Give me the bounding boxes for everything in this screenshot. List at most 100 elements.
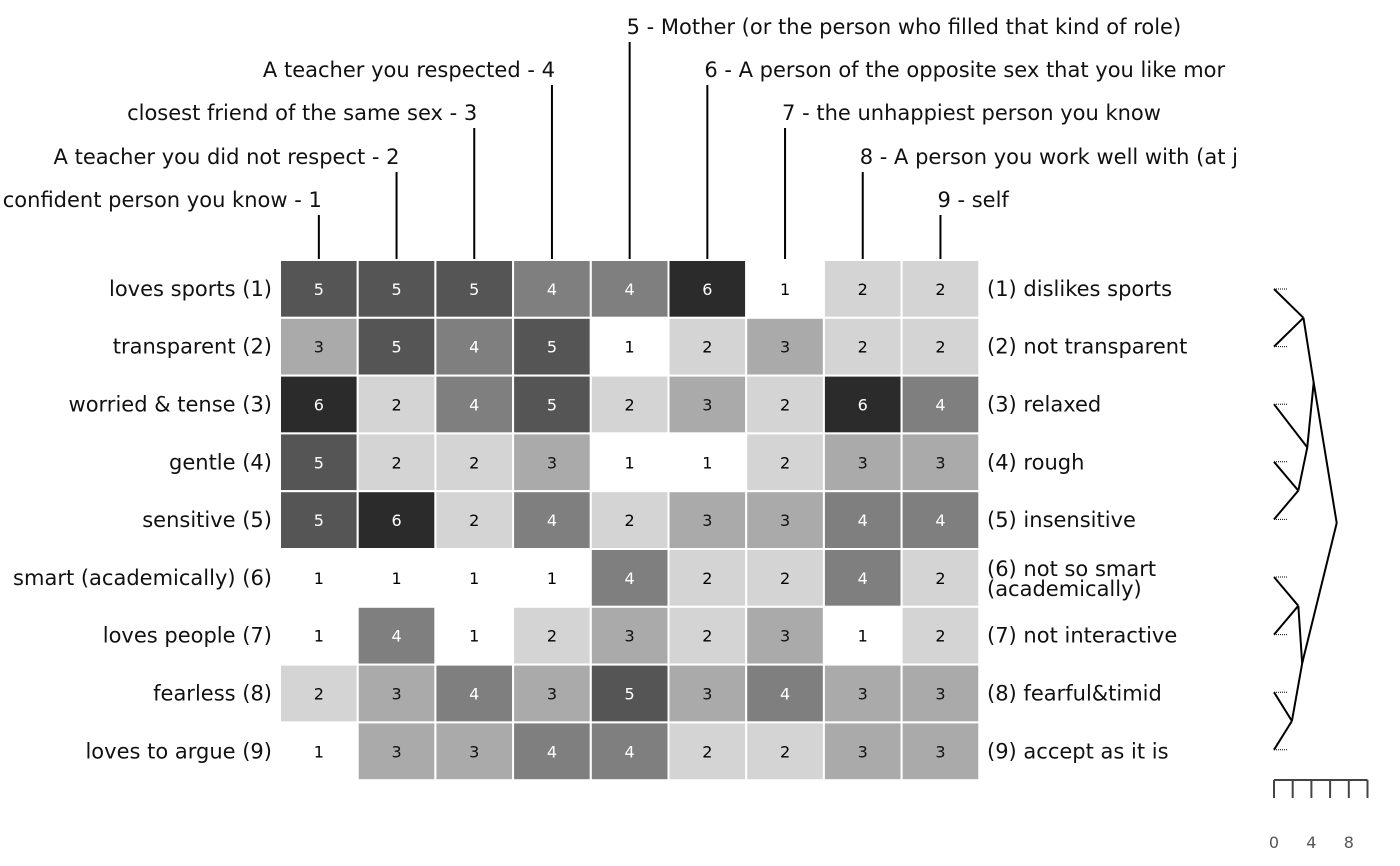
left-pole-label: sensitive (5) [142, 508, 272, 532]
element-label: A teacher you did not respect - 2 [54, 145, 400, 169]
grid-cell [667, 548, 748, 608]
cell-value: 5 [469, 280, 479, 299]
right-pole-labels: (1) dislikes sports (2) not transparent (3… [987, 277, 1187, 763]
cell-value: 4 [547, 280, 557, 299]
element-label: 9 - self [937, 188, 1009, 212]
right-pole-label: (4) rough [987, 450, 1084, 474]
cell-value: 3 [547, 685, 557, 704]
grid-cell [434, 374, 515, 435]
cell-value: 3 [780, 338, 790, 357]
right-pole-label: (5) insensitive [987, 508, 1136, 532]
cell-value: 4 [780, 685, 790, 704]
cell-value: 2 [469, 511, 479, 530]
cell-value: 2 [547, 627, 557, 646]
grid-cell [745, 432, 825, 493]
grid-cell [667, 316, 748, 377]
cell-value: 3 [780, 511, 790, 530]
grid-cell [512, 374, 592, 435]
cell-value: 1 [314, 742, 324, 761]
cell-value: 3 [702, 685, 712, 704]
grid-cell [900, 432, 981, 493]
dendrogram-branch [1301, 522, 1338, 664]
cell-value: 4 [547, 511, 557, 530]
grid-cell [745, 316, 825, 377]
scale-tick-label: 0 [1269, 833, 1279, 852]
element-labels: confident person you know - 1 A teacher y… [3, 15, 1238, 212]
cell-value: 3 [858, 453, 868, 472]
grid-cell [667, 432, 748, 493]
grid-cell [822, 316, 903, 377]
grid-cell [356, 605, 437, 666]
left-pole-label: loves people (7) [103, 624, 272, 648]
grid-cell [434, 721, 515, 782]
cell-value: 5 [625, 685, 635, 704]
cell-value: 5 [391, 280, 401, 299]
left-pole-labels: loves sports (1) transparent (2) worried &… [13, 277, 272, 763]
right-pole-label: (3) relaxed [987, 393, 1101, 417]
cell-value: 3 [391, 685, 401, 704]
left-pole-label: transparent (2) [113, 335, 272, 359]
cell-value: 1 [314, 569, 324, 588]
cell-value: 5 [314, 453, 324, 472]
grid-cell [356, 721, 437, 782]
cell-value: 2 [858, 280, 868, 299]
dendrogram-branch [1273, 403, 1309, 449]
cell-value: 2 [935, 280, 945, 299]
grid-cell [434, 663, 515, 724]
left-pole-label: fearless (8) [153, 682, 272, 706]
cell-value: 1 [469, 569, 479, 588]
cell-value: 1 [625, 453, 635, 472]
grid-cell [900, 374, 981, 435]
dendrogram-branch [1297, 605, 1304, 664]
right-pole-label: (9) accept as it is [987, 739, 1169, 763]
cell-value: 3 [469, 742, 479, 761]
cell-value: 2 [780, 396, 790, 415]
grid-cell [900, 490, 981, 551]
grid-cell [356, 548, 437, 608]
cell-value: 1 [391, 569, 401, 588]
grid-cell [589, 432, 670, 493]
cell-value: 6 [858, 396, 868, 415]
cell-value: 6 [391, 511, 401, 530]
grid-cell [822, 663, 903, 724]
cell-value: 4 [469, 685, 479, 704]
cell-value: 5 [314, 280, 324, 299]
cell-value: 5 [314, 511, 324, 530]
cell-value: 2 [391, 453, 401, 472]
left-pole-label: smart (academically) (6) [13, 566, 272, 590]
grid-cell [745, 605, 825, 666]
right-pole-label: (7) not interactive [987, 624, 1177, 648]
grid-cell [589, 548, 670, 608]
grid-cell [900, 663, 981, 724]
cell-value: 3 [391, 742, 401, 761]
cell-value: 2 [702, 338, 712, 357]
right-pole-label: (2) not transparent [987, 335, 1187, 359]
cell-value: 2 [935, 569, 945, 588]
cell-value: 1 [780, 280, 790, 299]
dendrogram-branch [1273, 317, 1305, 348]
cell-value: 3 [935, 742, 945, 761]
cell-value: 4 [469, 396, 479, 415]
grid-cell [900, 316, 981, 377]
right-pole-label: (academically) [987, 577, 1142, 601]
right-pole-label: (8) fearful&timid [987, 682, 1162, 706]
dendrogram-branch [1273, 720, 1293, 751]
cell-value: 3 [702, 511, 712, 530]
element-label: closest friend of the same sex - 3 [127, 101, 477, 125]
cell-value: 2 [469, 453, 479, 472]
grid-cell [745, 721, 825, 782]
cell-value: 3 [935, 453, 945, 472]
grid-cell [900, 548, 981, 608]
grid-cell [822, 374, 903, 435]
cell-value: 2 [625, 396, 635, 415]
dendrogram-scale: 0 4 8 [1269, 779, 1369, 852]
grid-cell [822, 548, 903, 608]
grid-cell [279, 548, 359, 608]
grid-cell [745, 259, 825, 319]
cell-value: 6 [314, 396, 324, 415]
dendrogram-branch [1302, 317, 1315, 383]
grid-cell [745, 374, 825, 435]
cell-value: 3 [858, 685, 868, 704]
grid-cell [279, 721, 359, 782]
element-label: confident person you know - 1 [3, 188, 322, 212]
